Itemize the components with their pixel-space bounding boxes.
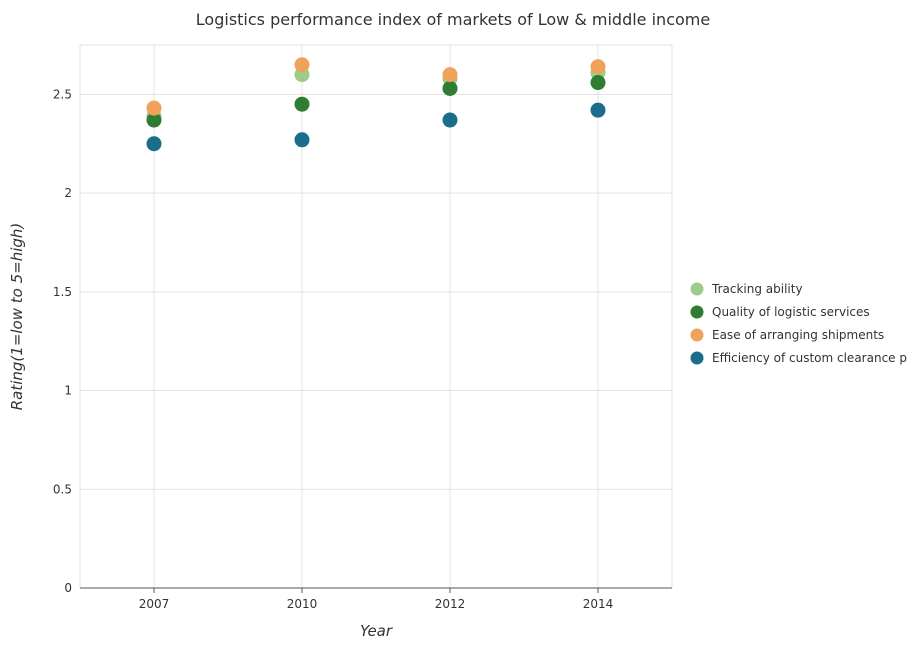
legend-marker-tracking-ability [690,282,704,296]
point-efficiency-of-custom-clearance-process [590,102,606,118]
y-tick-label: 1.5 [53,285,72,299]
axes [80,587,672,593]
point-ease-of-arranging-shipments [146,100,162,116]
y-tick-label: 2.5 [53,87,72,101]
y-tick-label: 0.5 [53,482,72,496]
point-quality-of-logistic-services [294,96,310,112]
x-tick-label: 2007 [139,597,170,611]
point-ease-of-arranging-shipments [442,67,458,83]
point-ease-of-arranging-shipments [294,57,310,73]
x-tick-label: 2014 [583,597,614,611]
chart-title: Logistics performance index of markets o… [196,10,710,29]
x-tick-label: 2010 [287,597,318,611]
point-quality-of-logistic-services [442,80,458,96]
y-axis-label: Rating(1=low to 5=high) [8,223,26,411]
point-efficiency-of-custom-clearance-process [146,136,162,152]
tick-labels: 0 0.5 1 1.5 2 2.5 2007 2010 2012 2014 [53,87,613,611]
grid-lines [79,44,673,589]
x-axis-label: Year [360,622,393,640]
data-points [146,57,606,152]
legend: Tracking ability Quality of logistic serv… [690,282,907,365]
y-tick-label: 0 [64,581,72,595]
legend-label-ease-of-arranging-shipments: Ease of arranging shipments [712,328,884,342]
legend-label-efficiency-of-custom-clearance-process: Efficiency of custom clearance process [712,351,907,365]
point-quality-of-logistic-services [146,112,162,128]
point-ease-of-arranging-shipments [590,59,606,75]
plot-area [80,45,672,588]
legend-marker-ease-of-arranging-shipments [690,328,704,342]
legend-marker-quality-of-logistic-services [690,305,704,319]
y-tick-label: 1 [64,384,72,398]
point-efficiency-of-custom-clearance-process [294,132,310,148]
legend-label-tracking-ability: Tracking ability [711,282,803,296]
y-tick-label: 2 [64,186,72,200]
x-tick-label: 2012 [435,597,466,611]
point-quality-of-logistic-services [590,75,606,91]
legend-marker-efficiency-of-custom-clearance-process [690,351,704,365]
legend-label-quality-of-logistic-services: Quality of logistic services [712,305,870,319]
point-efficiency-of-custom-clearance-process [442,112,458,128]
